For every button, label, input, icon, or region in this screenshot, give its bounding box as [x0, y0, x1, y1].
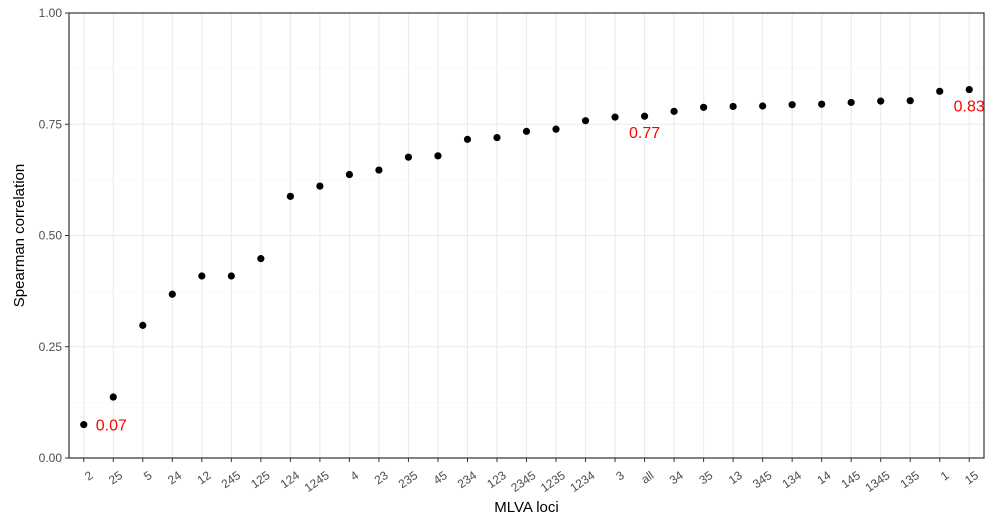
- y-tick-label: 0.75: [39, 117, 63, 131]
- value-annotation: 0.07: [96, 418, 127, 435]
- x-tick-label: 14: [814, 468, 833, 487]
- data-point: [493, 134, 501, 142]
- x-tick-label: 1245: [302, 468, 332, 495]
- data-point: [286, 192, 294, 200]
- x-axis-title: MLVA loci: [494, 499, 558, 516]
- data-point: [906, 97, 914, 105]
- data-point: [404, 153, 413, 161]
- x-tick-label: 134: [779, 468, 804, 491]
- x-tick-label: 35: [696, 468, 715, 487]
- x-tick-label: 135: [898, 468, 923, 491]
- annotations: 0.07 0.77 0.83: [96, 99, 985, 435]
- data-point: [936, 87, 944, 95]
- x-tick-label: 25: [106, 468, 125, 487]
- x-tick-label: 1234: [567, 468, 597, 495]
- x-tick-label: 1: [938, 468, 952, 483]
- data-point: [552, 125, 560, 133]
- data-points: [80, 85, 973, 429]
- x-tick-label: 45: [431, 468, 450, 487]
- data-point: [699, 103, 708, 111]
- y-axis-title: Spearman correlation: [11, 164, 28, 307]
- y-tick-label: 0.25: [39, 340, 63, 354]
- data-point: [375, 166, 383, 174]
- data-point: [670, 107, 678, 115]
- x-tick-label: 2345: [508, 468, 538, 495]
- data-point: [759, 102, 767, 110]
- x-axis: 2 25 5 24 12 245 125 124 1245 4 23 235 45 234 123 2345 1…: [82, 458, 981, 495]
- x-tick-label: 23: [372, 468, 391, 487]
- data-point: [227, 272, 235, 280]
- x-tick-label: 235: [396, 468, 421, 491]
- x-tick-label: 123: [484, 468, 509, 491]
- data-point: [640, 112, 649, 120]
- x-tick-label: 234: [455, 468, 480, 491]
- x-tick-label: 345: [750, 468, 775, 491]
- data-point: [847, 98, 855, 107]
- data-point: [80, 421, 88, 429]
- x-tick-label: 5: [141, 468, 155, 483]
- data-point: [877, 97, 885, 105]
- value-annotation: 0.83: [954, 99, 985, 116]
- data-point: [965, 85, 973, 94]
- x-tick-label: 4: [348, 468, 362, 483]
- data-point: [139, 321, 147, 329]
- x-tick-label: 2: [82, 468, 96, 483]
- x-tick-label: 15: [962, 468, 981, 487]
- x-tick-label: 24: [165, 468, 184, 487]
- y-tick-label: 0.50: [39, 229, 63, 243]
- data-point: [345, 170, 354, 179]
- x-tick-label: 1345: [863, 468, 893, 495]
- data-point: [818, 100, 826, 108]
- x-tick-label: 145: [839, 468, 864, 491]
- data-point: [729, 102, 737, 111]
- x-tick-label: all: [638, 468, 656, 486]
- x-tick-label: 3: [613, 468, 627, 483]
- x-tick-label: 124: [278, 468, 303, 491]
- data-point: [316, 182, 324, 190]
- data-point: [434, 152, 442, 160]
- x-tick-label: 245: [219, 468, 244, 491]
- data-point: [611, 113, 619, 121]
- data-point: [257, 255, 265, 263]
- y-tick-label: 1.00: [39, 6, 63, 20]
- data-point: [581, 117, 590, 125]
- data-point: [168, 290, 176, 298]
- x-tick-label: 34: [667, 468, 686, 487]
- data-point: [198, 272, 206, 280]
- data-point: [522, 127, 531, 135]
- data-point: [788, 101, 796, 109]
- x-tick-label: 1235: [538, 468, 568, 495]
- grid: [69, 12, 984, 459]
- data-point: [109, 393, 117, 401]
- data-point: [463, 135, 472, 143]
- x-tick-label: 125: [248, 468, 273, 491]
- value-annotation: 0.77: [629, 125, 660, 142]
- x-tick-label: 12: [195, 468, 214, 487]
- x-tick-label: 13: [726, 468, 745, 487]
- y-axis: 0.00 0.25 0.50 0.75 1.00: [39, 6, 69, 465]
- y-tick-label: 0.00: [39, 451, 63, 465]
